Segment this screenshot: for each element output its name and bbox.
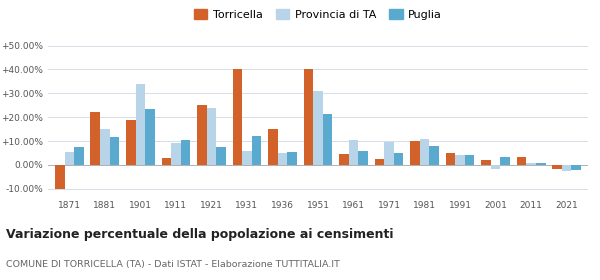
Bar [339,154,349,165]
Legend: Torricella, Provincia di TA, Puglia: Torricella, Provincia di TA, Puglia [191,7,445,22]
Bar [126,120,136,165]
Bar [74,147,84,165]
Bar [233,69,242,165]
Bar [394,153,403,165]
Bar [136,84,145,165]
Bar [287,152,297,165]
Bar [181,140,190,165]
Bar [526,163,536,165]
Bar [55,165,65,189]
Bar [145,109,155,165]
Bar [384,142,394,165]
Bar [410,141,420,165]
Bar [65,152,74,165]
Bar [171,143,181,165]
Bar [91,112,100,165]
Bar [358,151,368,165]
Bar [571,165,581,170]
Bar [268,129,278,165]
Bar [323,114,332,165]
Bar [491,165,500,169]
Bar [500,157,510,165]
Bar [420,139,430,165]
Bar [100,129,110,165]
Text: COMUNE DI TORRICELLA (TA) - Dati ISTAT - Elaborazione TUTTITALIA.IT: COMUNE DI TORRICELLA (TA) - Dati ISTAT -… [6,260,340,269]
Bar [374,159,384,165]
Bar [161,158,171,165]
Bar [349,140,358,165]
Bar [110,137,119,165]
Bar [517,157,526,165]
Bar [252,136,262,165]
Bar [455,155,465,165]
Bar [446,153,455,165]
Bar [536,163,545,165]
Bar [481,160,491,165]
Bar [242,151,252,165]
Bar [465,155,475,165]
Bar [278,153,287,165]
Text: Variazione percentuale della popolazione ai censimenti: Variazione percentuale della popolazione… [6,228,394,241]
Bar [562,165,571,171]
Bar [304,69,313,165]
Bar [313,91,323,165]
Bar [206,108,216,165]
Bar [430,146,439,165]
Bar [216,147,226,165]
Bar [197,105,206,165]
Bar [552,165,562,169]
